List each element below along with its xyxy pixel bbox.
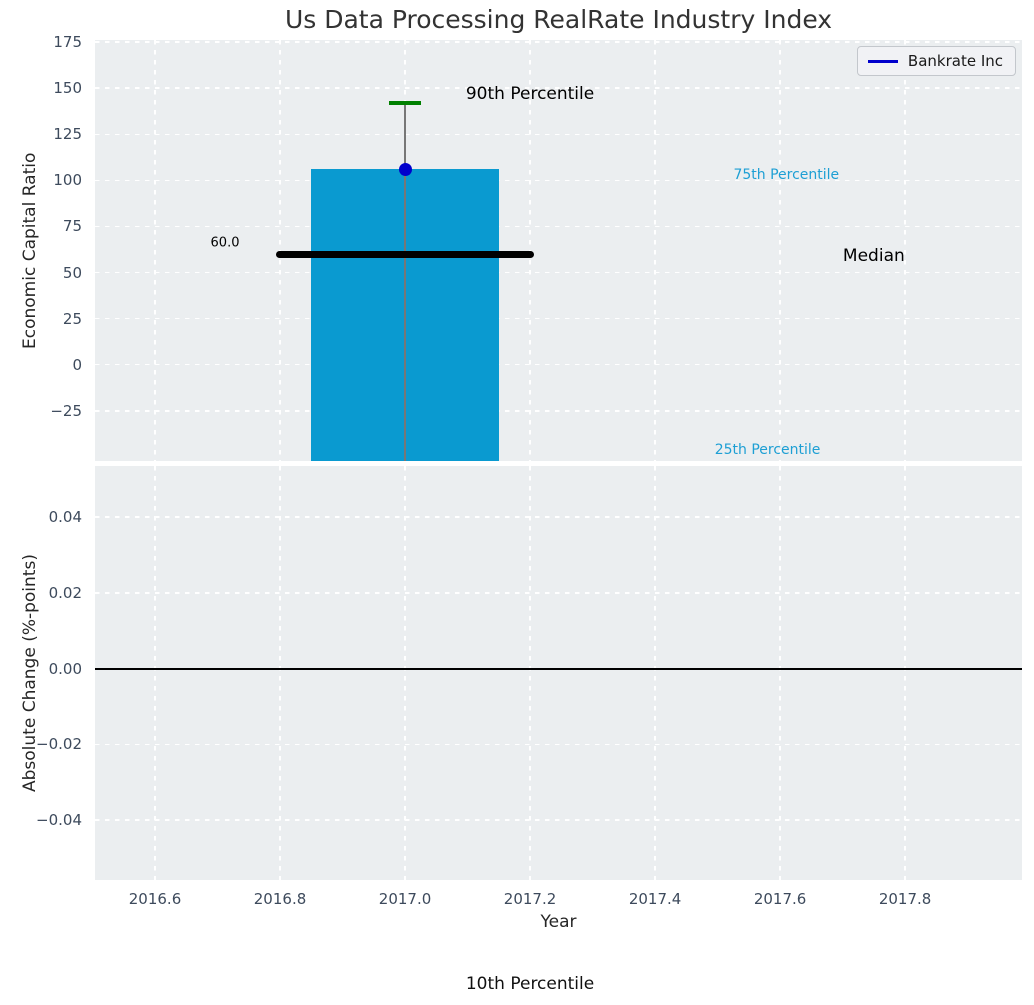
error-bar-line: [404, 102, 406, 461]
y-tick-label-top: −25: [50, 401, 82, 420]
annotation-25th-percentile: 25th Percentile: [714, 441, 821, 458]
gridline-horizontal: [95, 87, 1022, 89]
y-tick-label-top: 125: [53, 125, 82, 144]
gridline-vertical: [404, 466, 406, 880]
gridline-horizontal: [95, 516, 1022, 518]
zero-line: [95, 667, 1022, 670]
chart-title: Us Data Processing RealRate Industry Ind…: [284, 5, 833, 34]
y-tick-label-top: 25: [62, 309, 82, 328]
x-tick-label: 2017.2: [503, 890, 557, 908]
y-tick-label-bottom: −0.04: [36, 811, 82, 830]
gridline-horizontal: [95, 225, 1022, 228]
gridline-horizontal: [95, 271, 1022, 274]
bottom-axes-panel: [95, 466, 1022, 880]
gridline-horizontal: [95, 364, 1022, 366]
p90-cap: [389, 101, 422, 105]
gridline-vertical: [529, 466, 531, 880]
annotation-median: Median: [842, 245, 905, 266]
y-tick-label-top: 150: [53, 79, 82, 98]
gridline-vertical: [654, 466, 656, 880]
gridline-vertical: [154, 40, 156, 461]
y-axis-label-economic-capital-ratio: Economic Capital Ratio: [20, 152, 40, 349]
x-axis-label-year: Year: [540, 912, 577, 932]
y-tick-label-top: 100: [53, 171, 82, 190]
x-tick-label: 2016.8: [253, 890, 307, 908]
annotation-60-0: 60.0: [210, 235, 240, 251]
gridline-vertical: [904, 466, 906, 880]
y-tick-label-bottom: 0.00: [48, 659, 82, 678]
gridline-horizontal: [95, 41, 1022, 43]
gridline-horizontal: [95, 743, 1022, 746]
median-line: [276, 250, 535, 258]
gridline-horizontal: [95, 592, 1022, 594]
x-tick-label: 2017.0: [378, 890, 432, 908]
gridline-horizontal: [95, 410, 1022, 412]
x-tick-label: 2017.4: [628, 890, 682, 908]
y-tick-label-bottom: −0.02: [36, 735, 82, 754]
y-tick-label-top: 175: [53, 33, 82, 52]
x-tick-label: 2017.6: [753, 890, 807, 908]
gridline-vertical: [779, 466, 781, 880]
gridline-vertical: [154, 466, 156, 880]
legend-line-icon: [867, 59, 898, 63]
annotation-90th-percentile: 90th Percentile: [465, 83, 595, 104]
gridline-vertical: [279, 40, 281, 461]
gridline-vertical: [904, 40, 906, 461]
gridline-horizontal: [95, 179, 1022, 182]
top-axes-panel: [95, 40, 1022, 461]
annotation-10th-percentile: 10th Percentile: [465, 974, 595, 994]
x-tick-label: 2017.8: [878, 890, 932, 908]
y-tick-label-bottom: 0.02: [48, 583, 82, 602]
gridline-vertical: [779, 40, 781, 461]
company-marker-dot: [398, 162, 412, 176]
gridline-horizontal: [95, 317, 1022, 320]
y-tick-label-bottom: 0.04: [48, 508, 82, 527]
legend: Bankrate Inc: [856, 46, 1016, 76]
annotation-75th-percentile: 75th Percentile: [733, 166, 840, 183]
x-tick-label: 2016.6: [128, 890, 182, 908]
gridline-vertical: [654, 40, 656, 461]
gridline-vertical: [279, 466, 281, 880]
legend-label: Bankrate Inc: [907, 52, 1003, 70]
gridline-vertical: [529, 40, 531, 461]
gridline-horizontal: [95, 133, 1022, 135]
y-tick-label-top: 50: [62, 263, 82, 282]
y-tick-label-top: 0: [72, 355, 82, 374]
y-tick-label-top: 75: [62, 217, 82, 236]
gridline-horizontal: [95, 819, 1022, 821]
